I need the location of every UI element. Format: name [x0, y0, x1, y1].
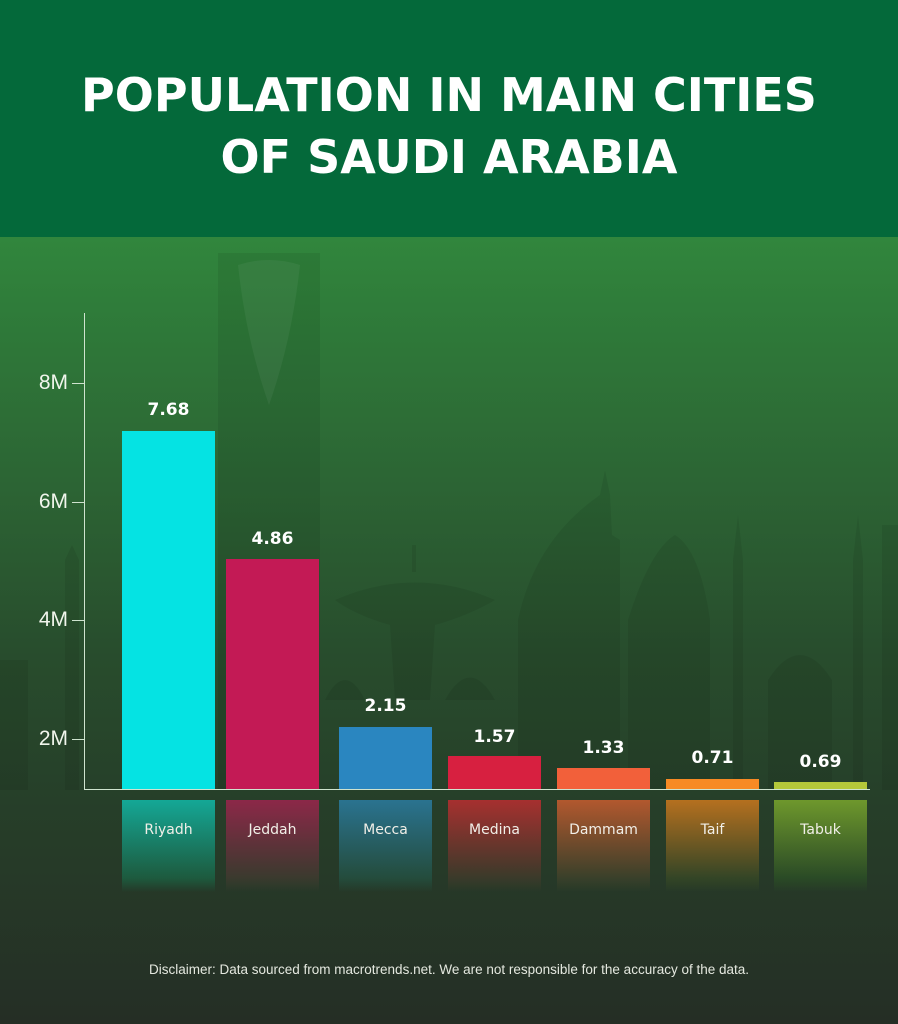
y-tick-4m	[72, 620, 84, 621]
y-tick-label-8m: 8M	[38, 371, 68, 394]
bar-value-taif: 0.71	[691, 748, 734, 768]
bar-value-riyadh: 7.68	[147, 400, 190, 420]
header-banner: POPULATION IN MAIN CITIES OF SAUDI ARABI…	[0, 0, 898, 237]
y-tick-8m	[72, 383, 84, 384]
category-label-text: Dammam	[569, 822, 638, 838]
category-label-taif: Taif	[666, 800, 759, 892]
bar-taif	[666, 779, 759, 789]
bar-riyadh	[122, 431, 215, 789]
category-label-text: Jeddah	[248, 822, 297, 838]
category-label-text: Taif	[700, 822, 725, 838]
chart-title: POPULATION IN MAIN CITIES OF SAUDI ARABI…	[0, 64, 898, 188]
disclaimer-text: Disclaimer: Data sourced from macrotrend…	[148, 962, 750, 977]
bar-dammam	[557, 768, 650, 789]
category-label-mecca: Mecca	[339, 800, 432, 892]
category-label-jeddah: Jeddah	[226, 800, 319, 892]
x-axis	[84, 789, 870, 790]
bar-value-dammam: 1.33	[582, 738, 625, 758]
category-label-text: Medina	[469, 822, 520, 838]
bar-mecca	[339, 727, 432, 789]
y-tick-label-6m: 6M	[38, 490, 68, 513]
bar-value-jeddah: 4.86	[251, 529, 294, 549]
y-tick-label-4m: 4M	[38, 608, 68, 631]
bar-medina	[448, 756, 541, 789]
y-tick-label-2m: 2M	[38, 727, 68, 750]
bar-jeddah	[226, 559, 319, 789]
title-line-1: POPULATION IN MAIN CITIES	[81, 68, 817, 122]
category-label-tabuk: Tabuk	[774, 800, 867, 892]
bar-value-tabuk: 0.69	[799, 752, 842, 772]
bar-value-medina: 1.57	[473, 727, 516, 747]
y-tick-2m	[72, 739, 84, 740]
category-label-text: Riyadh	[144, 822, 193, 838]
y-axis	[84, 313, 85, 790]
y-tick-6m	[72, 502, 84, 503]
category-label-text: Tabuk	[800, 822, 841, 838]
category-label-medina: Medina	[448, 800, 541, 892]
category-label-riyadh: Riyadh	[122, 800, 215, 892]
category-label-dammam: Dammam	[557, 800, 650, 892]
bar-tabuk	[774, 782, 867, 789]
bar-value-mecca: 2.15	[364, 696, 407, 716]
category-label-text: Mecca	[363, 822, 408, 838]
title-line-2: OF SAUDI ARABIA	[220, 130, 678, 184]
